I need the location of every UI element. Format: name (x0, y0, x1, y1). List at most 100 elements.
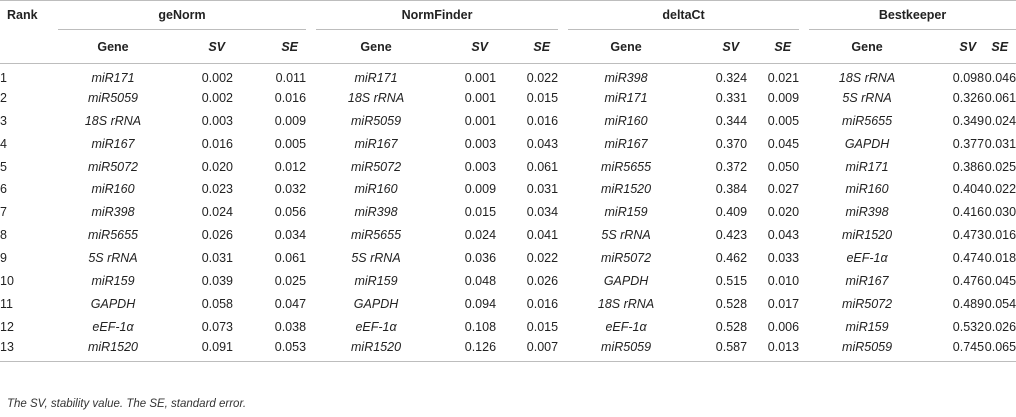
gene-cell: GAPDH (603, 273, 649, 288)
sv-cell: 0.058 (201, 296, 233, 311)
se-cell: 0.061 (274, 251, 307, 266)
rank-cell: 12 (0, 319, 14, 334)
gene-cell: miR160 (845, 182, 889, 197)
se-cell: 0.010 (767, 273, 800, 288)
gene-cell: 18S rRNA (347, 90, 405, 105)
gene-cell: miR5072 (351, 159, 402, 174)
sv-cell: 0.474 (952, 251, 985, 266)
gene-cell: miR5655 (601, 159, 652, 174)
sv-cell: 0.003 (464, 159, 497, 174)
se-cell: 0.056 (274, 205, 307, 220)
method-header-deltact: deltaCt (568, 0, 800, 30)
sv-cell: 0.404 (952, 182, 985, 197)
gene-cell: 18S rRNA (597, 296, 655, 311)
sv-cell: 0.015 (464, 205, 497, 220)
sv-cell: 0.528 (715, 296, 748, 311)
col-header-gene: Gene (58, 29, 168, 64)
sv-cell: 0.331 (715, 90, 748, 105)
se-cell: 0.006 (767, 319, 800, 334)
sv-cell: 0.416 (952, 205, 985, 220)
sv-cell: 0.016 (201, 136, 233, 151)
se-cell: 0.022 (526, 71, 559, 86)
se-cell: 0.027 (767, 182, 800, 197)
column-header-row: Gene SV SE Gene SV SE Gene SV SE Gene SV… (0, 29, 1016, 64)
se-cell: 0.013 (747, 338, 800, 362)
rank-header: Rank (0, 0, 58, 30)
table-row: 2 miR5059 0.002 0.016 18S rRNA 0.001 0.015 miR1… (0, 86, 1016, 109)
sv-cell: 0.001 (464, 71, 497, 86)
se-cell: 0.024 (984, 113, 1016, 128)
se-cell: 0.025 (274, 273, 307, 288)
se-cell: 0.065 (984, 338, 1016, 362)
col-header-se: SE (747, 29, 800, 64)
sv-cell: 0.073 (201, 319, 233, 334)
se-cell: 0.007 (496, 338, 559, 362)
table-row: 1 miR171 0.002 0.011 miR171 0.001 0.022 miR398 0… (0, 64, 1016, 87)
sv-cell: 0.094 (464, 296, 497, 311)
se-cell: 0.032 (274, 182, 307, 197)
sv-cell: 0.476 (952, 273, 985, 288)
sv-cell: 0.370 (715, 136, 748, 151)
table-row: 10 miR159 0.039 0.025 miR159 0.048 0.026 GAPDH 0… (0, 270, 1016, 293)
col-header-se: SE (233, 29, 307, 64)
rank-cell: 6 (0, 182, 7, 197)
table-row: 11 GAPDH 0.058 0.047 GAPDH 0.094 0.016 18S rRNA… (0, 292, 1016, 315)
se-cell: 0.031 (526, 182, 559, 197)
gene-cell: eEF-1α (605, 319, 647, 334)
gene-cell: miR167 (845, 273, 889, 288)
sv-cell: 0.423 (715, 228, 748, 243)
gene-cell: miR398 (354, 205, 398, 220)
se-cell: 0.045 (984, 273, 1016, 288)
sv-cell: 0.001 (464, 90, 497, 105)
table-row: 8 miR5655 0.026 0.034 miR5655 0.024 0.041 5S rR… (0, 224, 1016, 247)
se-cell: 0.030 (984, 205, 1016, 220)
rank-cell: 10 (0, 273, 14, 288)
sv-cell: 0.326 (952, 90, 985, 105)
sv-cell: 0.002 (201, 90, 233, 105)
se-cell: 0.061 (526, 159, 559, 174)
gene-cell: miR5059 (87, 90, 139, 105)
col-header-sv: SV (168, 29, 233, 64)
gene-cell: miR5059 (351, 113, 402, 128)
gene-cell: miR167 (604, 136, 648, 151)
col-header-sv: SV (925, 29, 985, 64)
se-cell: 0.026 (984, 319, 1016, 334)
sv-cell: 0.532 (952, 319, 985, 334)
se-cell: 0.043 (767, 228, 800, 243)
gene-cell: miR398 (604, 71, 648, 86)
gene-cell: miR5072 (601, 251, 652, 266)
rank-cell: 4 (0, 136, 7, 151)
gene-cell: miR171 (845, 159, 889, 174)
gene-cell: eEF-1α (92, 319, 134, 334)
gene-cell: miR1520 (601, 182, 652, 197)
se-cell: 0.021 (767, 71, 800, 86)
method-header-bestkeeper: Bestkeeper (809, 0, 1016, 30)
gene-cell: miR171 (604, 90, 648, 105)
se-cell: 0.047 (274, 296, 307, 311)
gene-cell: miR171 (354, 71, 398, 86)
sv-cell: 0.587 (684, 338, 748, 362)
sv-cell: 0.377 (952, 136, 985, 151)
se-cell: 0.015 (526, 319, 559, 334)
table-row: 9 5S rRNA 0.031 0.061 5S rRNA 0.036 0.022 miR50… (0, 247, 1016, 270)
sv-cell: 0.349 (952, 113, 985, 128)
rank-cell: 8 (0, 228, 7, 243)
se-cell: 0.050 (767, 159, 800, 174)
gene-cell: miR171 (91, 71, 135, 86)
table-row: 13 miR1520 0.091 0.053 miR1520 0.126 0.007 miR5… (0, 338, 1016, 362)
sv-cell: 0.024 (201, 205, 233, 220)
rank-cell: 9 (0, 251, 7, 266)
col-header-gene: Gene (316, 29, 437, 64)
method-header-normfinder: NormFinder (316, 0, 559, 30)
se-cell: 0.038 (274, 319, 307, 334)
gene-cell: miR5059 (809, 338, 926, 362)
sv-cell: 0.001 (464, 113, 497, 128)
table-body: 1 miR171 0.002 0.011 miR171 0.001 0.022 miR398 0… (0, 64, 1016, 362)
sv-cell: 0.384 (715, 182, 748, 197)
gene-cell: GAPDH (90, 296, 136, 311)
sv-cell: 0.003 (464, 136, 497, 151)
table-row: 5 miR5072 0.020 0.012 miR5072 0.003 0.061 miR56… (0, 155, 1016, 178)
gene-cell: miR5059 (568, 338, 685, 362)
se-cell: 0.025 (984, 159, 1016, 174)
